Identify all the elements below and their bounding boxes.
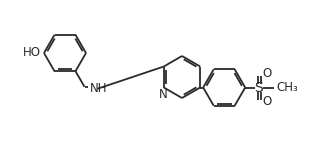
Text: N: N [159, 88, 167, 101]
Text: S: S [254, 81, 263, 95]
Text: O: O [262, 67, 271, 80]
Text: CH₃: CH₃ [276, 81, 298, 94]
Text: NH: NH [89, 82, 107, 95]
Text: HO: HO [23, 47, 41, 60]
Text: O: O [262, 95, 271, 108]
